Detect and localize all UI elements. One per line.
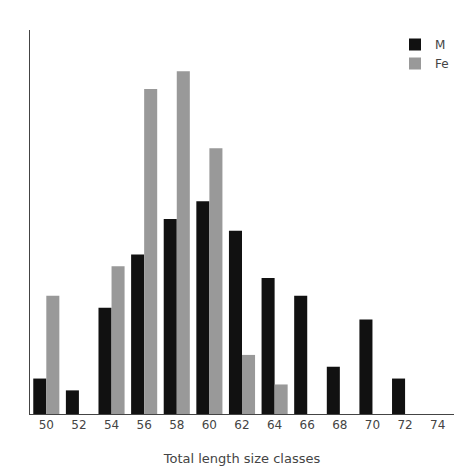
svg-text:70: 70 xyxy=(365,418,380,432)
svg-text:54: 54 xyxy=(104,418,119,432)
svg-text:M: M xyxy=(435,38,445,52)
svg-text:74: 74 xyxy=(430,418,445,432)
svg-text:66: 66 xyxy=(300,418,315,432)
svg-text:56: 56 xyxy=(137,418,152,432)
svg-text:52: 52 xyxy=(71,418,86,432)
svg-text:50: 50 xyxy=(39,418,54,432)
svg-text:64: 64 xyxy=(267,418,282,432)
svg-text:60: 60 xyxy=(202,418,217,432)
svg-text:Fe: Fe xyxy=(435,57,449,71)
svg-text:68: 68 xyxy=(332,418,347,432)
svg-text:58: 58 xyxy=(169,418,184,432)
svg-text:62: 62 xyxy=(234,418,249,432)
svg-text:72: 72 xyxy=(397,418,412,432)
svg-text:Total length size classes: Total length size classes xyxy=(163,451,321,466)
